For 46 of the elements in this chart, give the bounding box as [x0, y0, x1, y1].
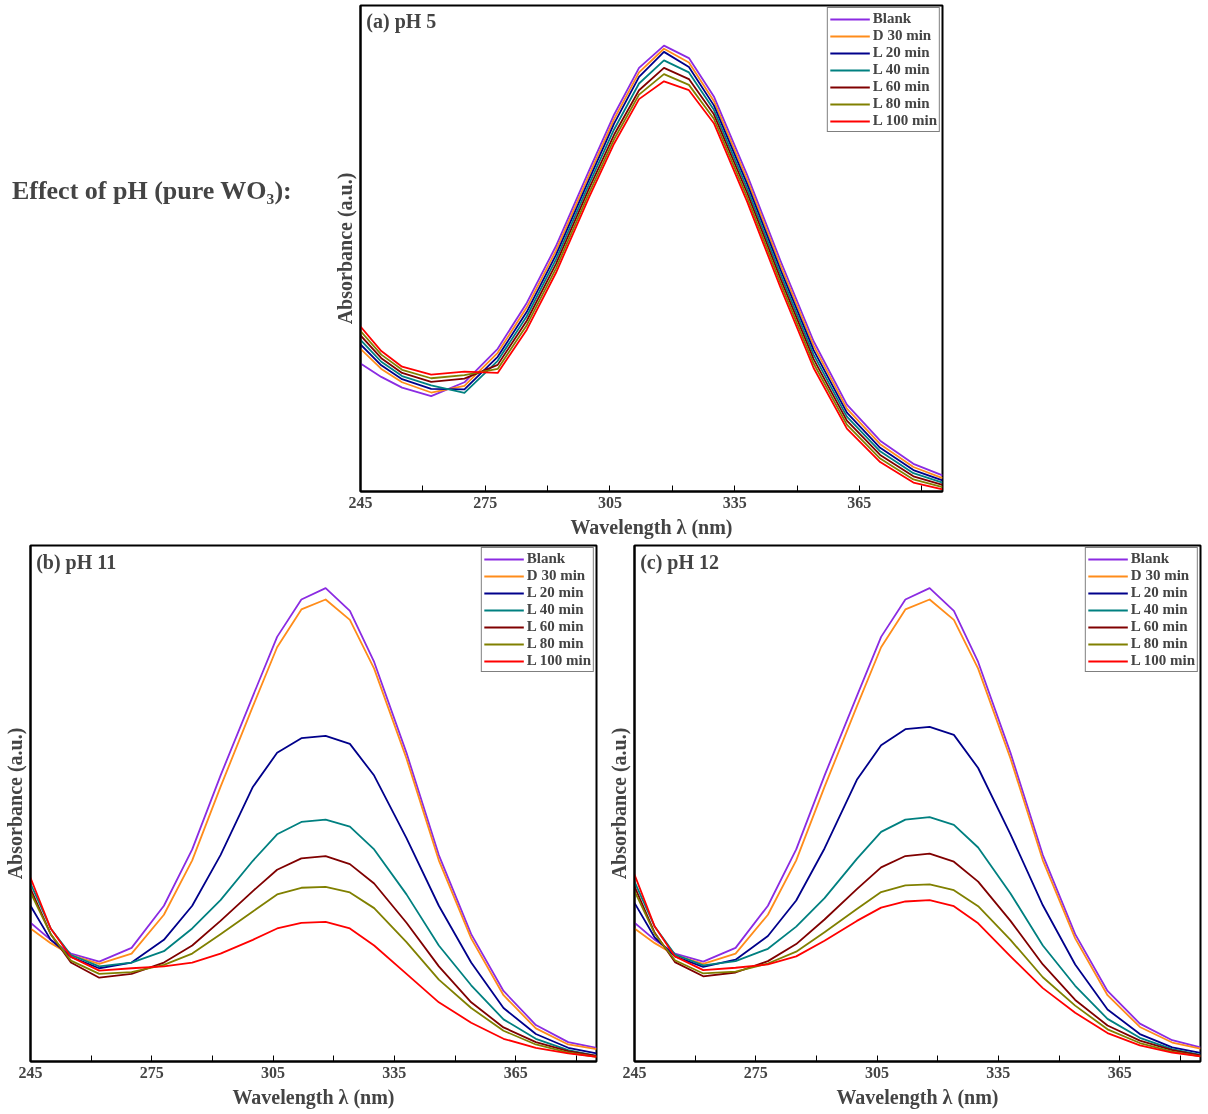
x-tick-label: 275 — [139, 1063, 164, 1081]
legend-label: D 30 min — [1130, 567, 1190, 584]
legend-label: D 30 min — [872, 27, 932, 44]
chart-title: (c) pH 12 — [640, 550, 720, 574]
x-tick-label: 305 — [261, 1063, 286, 1081]
legend-label: D 30 min — [526, 567, 586, 584]
legend-label: L 20 min — [526, 584, 584, 601]
legend-label: L 80 min — [872, 95, 930, 112]
legend-label: L 60 min — [1130, 618, 1188, 635]
legend-label: Blank — [872, 10, 912, 27]
legend-label: L 60 min — [872, 78, 930, 95]
y-axis-title: Absorbance (a.u.) — [3, 727, 27, 880]
legend-label: L 60 min — [526, 618, 584, 635]
legend-label: L 20 min — [1130, 584, 1188, 601]
legend-label: L 40 min — [872, 61, 930, 78]
x-tick-label: 275 — [473, 493, 498, 511]
x-tick-label: 365 — [847, 493, 872, 511]
x-tick-label: 365 — [503, 1063, 528, 1081]
x-tick-label: 245 — [18, 1063, 43, 1081]
text: Effect of pH (pure WO₃): — [11, 175, 292, 205]
legend-label: L 80 min — [1130, 635, 1188, 652]
legend-label: L 80 min — [526, 635, 584, 652]
x-tick-label: 245 — [622, 1063, 647, 1081]
x-tick-label: 365 — [1107, 1063, 1132, 1081]
x-tick-label: 335 — [382, 1063, 407, 1081]
legend-label: Blank — [1130, 550, 1170, 567]
x-tick-label: 245 — [348, 493, 373, 511]
x-tick-label: 275 — [743, 1063, 768, 1081]
x-tick-label: 305 — [865, 1063, 890, 1081]
x-axis-title: Wavelength λ (nm) — [232, 1085, 395, 1109]
chart-title: (b) pH 11 — [36, 550, 117, 574]
x-axis-title: Wavelength λ (nm) — [836, 1085, 999, 1109]
x-tick-label: 335 — [986, 1063, 1011, 1081]
legend-label: L 40 min — [526, 601, 584, 618]
legend-label: L 100 min — [526, 652, 591, 669]
y-axis-title: Absorbance (a.u.) — [333, 172, 357, 325]
x-tick-label: 305 — [597, 493, 622, 511]
x-tick-label: 335 — [722, 493, 747, 511]
legend-label: L 100 min — [1130, 652, 1195, 669]
y-axis-title: Absorbance (a.u.) — [607, 727, 631, 880]
legend-label: Blank — [526, 550, 566, 567]
legend-label: L 40 min — [1130, 601, 1188, 618]
legend-label: L 20 min — [872, 44, 930, 61]
legend-label: L 100 min — [872, 112, 937, 129]
chart-title: (a) pH 5 — [366, 10, 437, 34]
x-axis-title: Wavelength λ (nm) — [570, 515, 733, 539]
